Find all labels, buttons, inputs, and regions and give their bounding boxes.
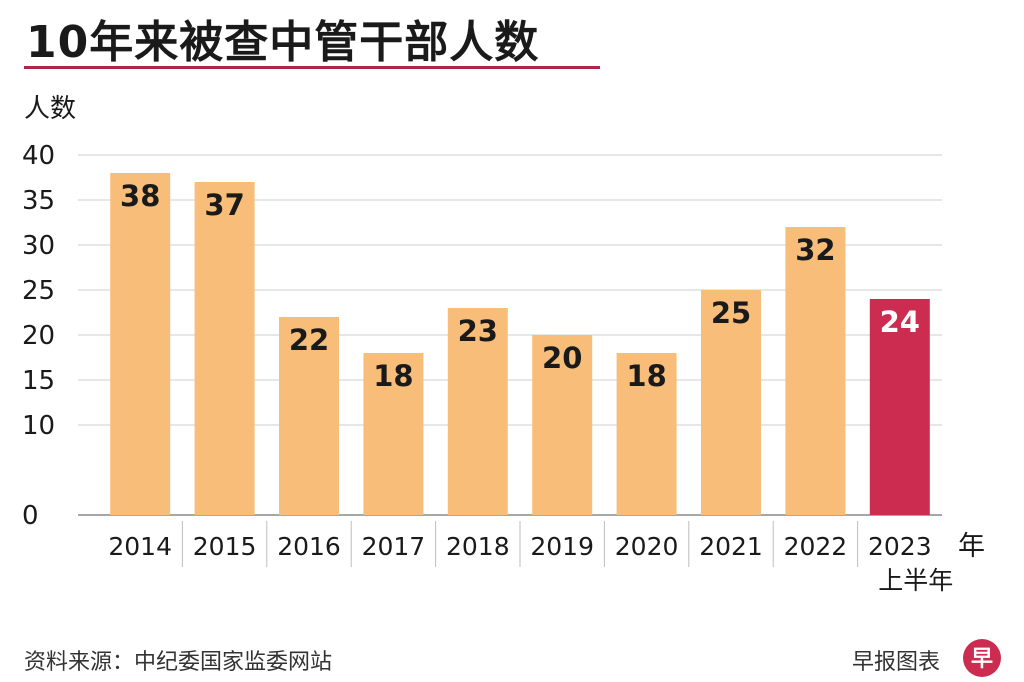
x-tick-label: 2020 <box>615 532 679 561</box>
bar-2023 <box>869 299 930 515</box>
x-tick-label: 2018 <box>446 532 510 561</box>
x-tick-label: 2023 <box>868 532 932 561</box>
value-label: 37 <box>204 188 244 222</box>
value-label: 20 <box>542 341 582 375</box>
y-tick-label: 15 <box>22 366 55 396</box>
bar-2016 <box>279 317 339 515</box>
y-tick-label: 0 <box>22 501 39 531</box>
x-tick-label: 2014 <box>108 532 172 561</box>
bar-2022 <box>785 227 846 515</box>
y-axis-label: 人数 <box>24 94 76 124</box>
value-label: 23 <box>458 314 498 348</box>
x-tick-label: 2015 <box>193 532 257 561</box>
value-label: 22 <box>289 323 329 357</box>
y-tick-label: 40 <box>22 141 55 171</box>
y-tick-label: 30 <box>22 231 55 261</box>
value-labels: 38 37 22 18 23 20 18 25 32 24 <box>120 179 920 393</box>
y-tick-label: 20 <box>22 321 55 351</box>
bar-2014 <box>110 173 171 515</box>
bar-2017 <box>363 353 424 515</box>
value-label: 18 <box>373 359 413 393</box>
x-tick-sublabel: 上半年 <box>878 566 953 595</box>
value-label: 24 <box>880 305 920 339</box>
bar-2021 <box>701 290 761 515</box>
title-underline <box>24 66 600 69</box>
bar-2018 <box>447 308 508 515</box>
x-tick-label: 2022 <box>784 532 848 561</box>
source-note: 资料来源：中纪委国家监委网站 <box>24 650 333 675</box>
bar-2020 <box>616 353 677 515</box>
value-label: 38 <box>120 179 160 213</box>
chart-title: 10年来被查中管干部人数 <box>26 17 540 68</box>
bars <box>110 173 930 515</box>
x-tick-label: 2021 <box>699 532 763 561</box>
bar-2019 <box>532 335 593 515</box>
y-tick-label: 35 <box>22 186 55 216</box>
zaobao-logo-icon: 早 <box>963 639 1001 677</box>
svg-text:早: 早 <box>971 647 993 672</box>
x-axis-label: 年 <box>958 531 985 562</box>
value-label: 18 <box>626 359 666 393</box>
brand-label: 早报图表 <box>851 650 940 675</box>
x-tick-label: 2017 <box>362 532 426 561</box>
bar-2015 <box>194 182 255 515</box>
value-label: 25 <box>711 296 751 330</box>
y-tick-label: 10 <box>22 411 55 441</box>
y-tick-label: 25 <box>22 276 55 306</box>
x-tick-label: 2019 <box>530 532 594 561</box>
x-tick-label: 2016 <box>277 532 341 561</box>
value-label: 32 <box>795 233 835 267</box>
